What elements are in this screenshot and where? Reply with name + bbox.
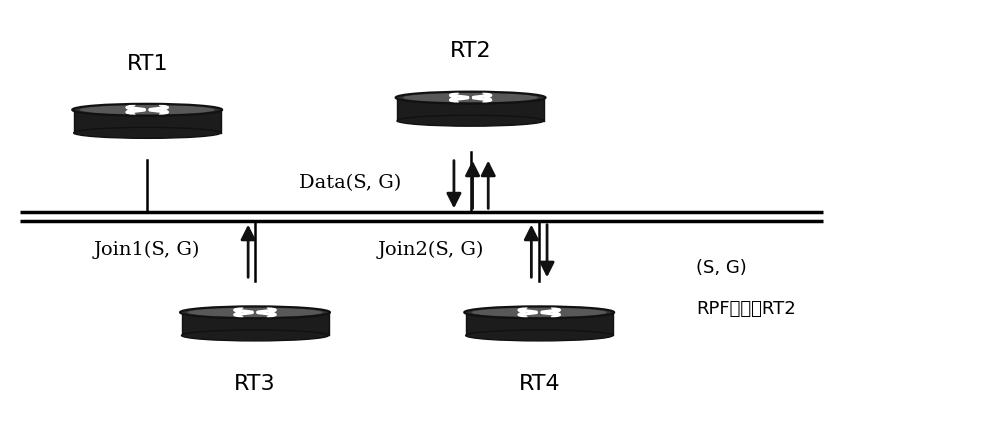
Text: RT2: RT2 xyxy=(450,41,491,61)
Ellipse shape xyxy=(466,330,613,341)
Bar xyxy=(74,111,221,134)
Ellipse shape xyxy=(464,307,614,319)
Text: RPF邻居：RT2: RPF邻居：RT2 xyxy=(696,299,796,317)
Ellipse shape xyxy=(472,308,607,317)
Bar xyxy=(397,98,544,121)
Ellipse shape xyxy=(182,330,328,341)
Text: (S, G): (S, G) xyxy=(696,258,747,276)
Ellipse shape xyxy=(396,92,546,104)
Text: Join2(S, G): Join2(S, G) xyxy=(378,240,484,258)
Bar xyxy=(182,313,328,336)
Text: RT3: RT3 xyxy=(234,373,276,393)
Text: RT1: RT1 xyxy=(126,53,168,74)
Ellipse shape xyxy=(80,106,215,115)
Text: Data(S, G): Data(S, G) xyxy=(299,174,401,192)
Ellipse shape xyxy=(187,308,323,317)
Ellipse shape xyxy=(74,128,221,139)
Text: Join1(S, G): Join1(S, G) xyxy=(93,240,200,258)
Bar xyxy=(466,313,613,336)
Ellipse shape xyxy=(180,307,330,319)
Ellipse shape xyxy=(72,104,222,117)
Text: RT4: RT4 xyxy=(518,373,560,393)
Ellipse shape xyxy=(397,116,544,127)
Ellipse shape xyxy=(403,94,538,103)
